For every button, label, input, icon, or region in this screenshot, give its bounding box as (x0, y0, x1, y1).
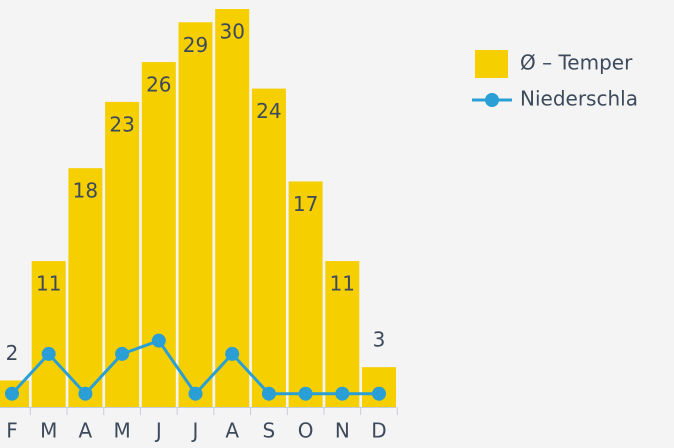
value-label: 11 (36, 272, 61, 296)
value-label: 18 (73, 179, 98, 203)
point (298, 386, 313, 401)
bar (251, 88, 286, 407)
x-tick-label: M (113, 419, 130, 443)
value-label: 23 (109, 112, 134, 136)
point (335, 386, 350, 401)
value-label: 24 (256, 99, 281, 123)
x-tick-label: A (79, 419, 93, 443)
bar (31, 261, 66, 407)
x-tick-label: A (225, 419, 239, 443)
point (225, 346, 240, 361)
legend-label: Niederschla (520, 87, 638, 111)
value-label: 3 (373, 328, 386, 352)
point (5, 386, 19, 401)
x-tick-label: M (40, 419, 57, 443)
value-label: 30 (219, 20, 244, 44)
bar (325, 261, 360, 407)
legend-swatch (475, 50, 508, 78)
legend-swatch (485, 93, 499, 107)
x-tick-label: J (191, 419, 199, 443)
bar (68, 168, 103, 407)
value-label: 26 (146, 73, 171, 97)
value-label: 29 (183, 33, 208, 57)
x-tick-label: F (6, 419, 18, 443)
bar (178, 22, 213, 408)
point (41, 346, 56, 361)
bar (105, 101, 140, 407)
point (151, 333, 166, 348)
value-label: 17 (293, 192, 318, 216)
point (261, 386, 276, 401)
x-tick-label: J (154, 419, 162, 443)
x-tick-label: S (263, 419, 276, 443)
point (188, 386, 203, 401)
x-tick-label: O (298, 419, 314, 443)
bar (141, 62, 176, 408)
point (115, 346, 130, 361)
legend-label: Ø – Temper (520, 51, 633, 75)
value-label: 2 (6, 341, 19, 365)
x-tick-label: D (371, 419, 386, 443)
bar (215, 9, 250, 407)
value-label: 11 (330, 272, 355, 296)
x-tick-label: N (335, 419, 350, 443)
point (78, 386, 93, 401)
point (372, 386, 386, 401)
bar (288, 181, 323, 407)
